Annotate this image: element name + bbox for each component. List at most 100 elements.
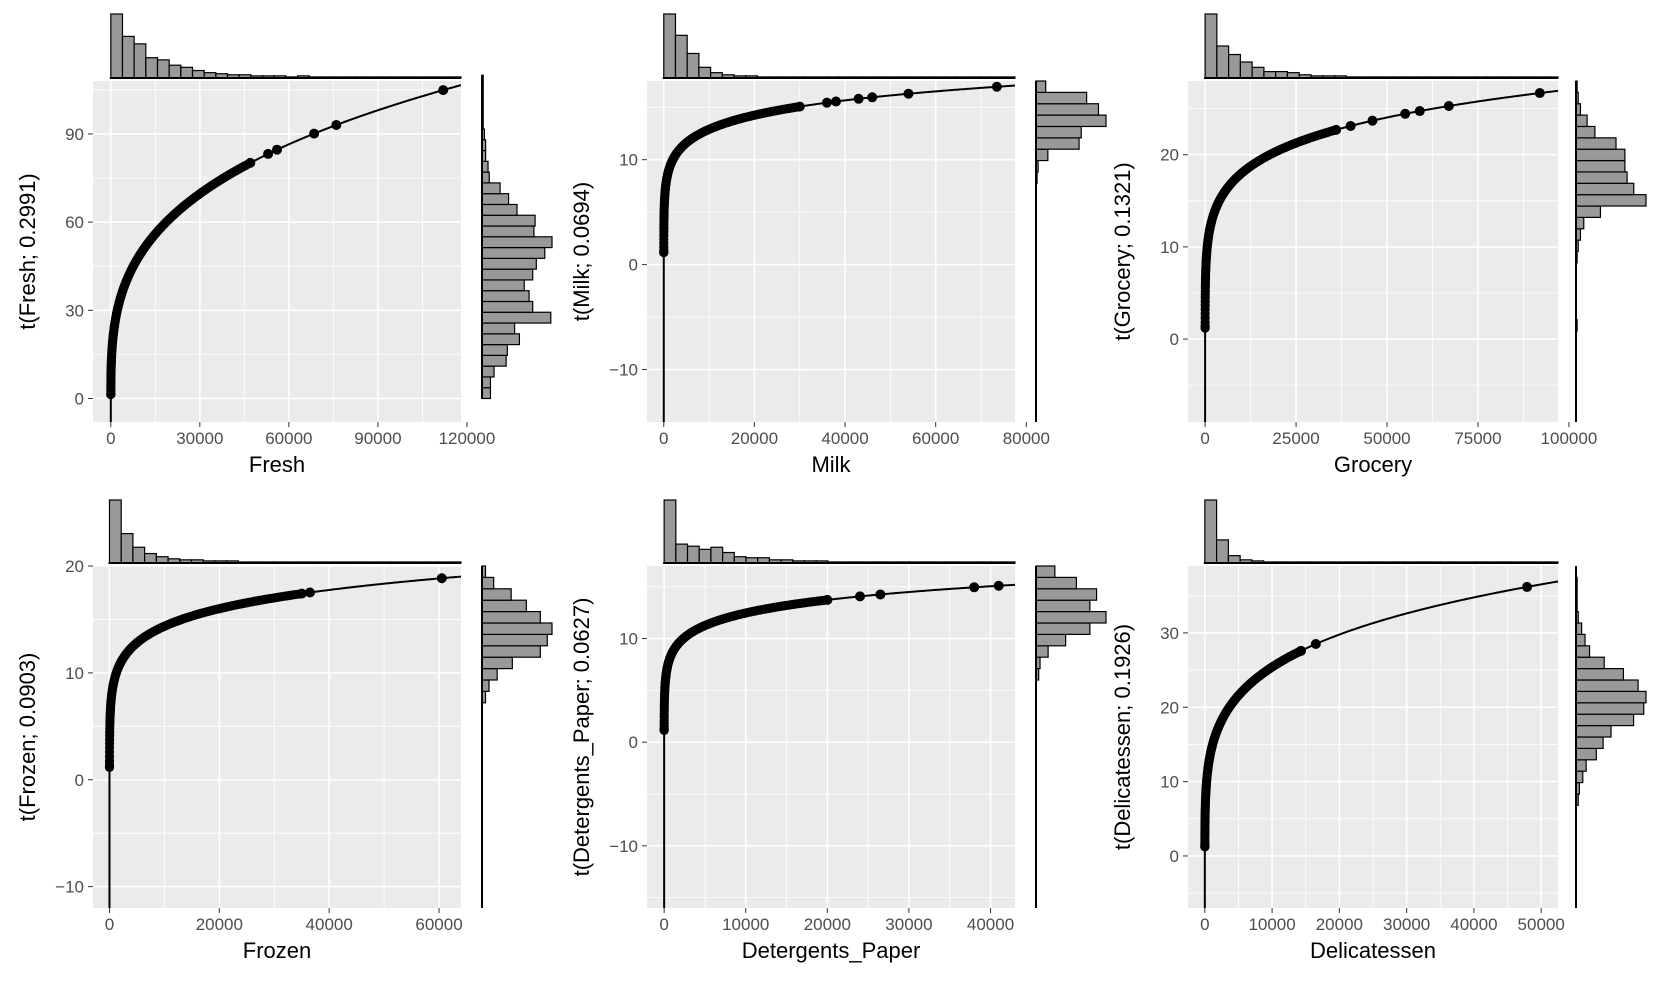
observation-points bbox=[659, 595, 832, 735]
y-histogram-bar bbox=[481, 257, 537, 270]
x-histogram-bar bbox=[1215, 539, 1229, 564]
y-histogram-bar bbox=[481, 354, 507, 367]
y-axis-label: t(Milk; 0.0694) bbox=[569, 182, 594, 321]
x-tick-label: 0 bbox=[106, 429, 115, 448]
y-histogram-bar bbox=[1035, 633, 1067, 647]
y-histogram-bar bbox=[481, 236, 553, 249]
x-histogram-bar bbox=[121, 35, 135, 79]
y-histogram-bar bbox=[1035, 599, 1091, 613]
x-histogram-bar bbox=[663, 499, 677, 564]
y-axis-label: t(Frozen; 0.0903) bbox=[15, 653, 40, 822]
y-histogram-bar bbox=[1575, 645, 1591, 658]
x-axis-label: Grocery bbox=[1334, 452, 1412, 477]
y-histogram-bar bbox=[1575, 182, 1635, 196]
y-histogram-bar bbox=[1575, 759, 1587, 772]
x-axis-label: Detergents_Paper bbox=[742, 938, 921, 963]
y-histogram-bar bbox=[1035, 103, 1100, 116]
y-histogram-bar bbox=[481, 599, 527, 613]
x-histogram-bar bbox=[145, 57, 159, 79]
plot-panel bbox=[1188, 81, 1558, 422]
x-tick-label: 20000 bbox=[731, 429, 778, 448]
y-histogram-bar bbox=[481, 622, 553, 635]
y-tick-label: −10 bbox=[609, 361, 638, 380]
y-tick-label: 20 bbox=[65, 557, 84, 576]
x-histogram-bar bbox=[1251, 66, 1265, 79]
x-histogram-bar bbox=[133, 43, 147, 79]
x-histogram-bar bbox=[180, 66, 194, 79]
chart-panel-milk: 0 20000 40000 60000 80000 −10 0 10 Milk t(Milk; 0… bbox=[569, 13, 1107, 477]
data-point bbox=[272, 144, 282, 155]
y-histogram-bar bbox=[481, 333, 521, 346]
x-axis-label: Frozen bbox=[243, 938, 311, 963]
y-tick-label: 0 bbox=[629, 256, 638, 275]
data-point bbox=[1345, 120, 1356, 131]
y-histogram-bar bbox=[1575, 633, 1586, 647]
x-histogram-bar bbox=[674, 34, 688, 79]
y-histogram-bar bbox=[1575, 736, 1604, 749]
y-tick-label: 10 bbox=[619, 630, 638, 649]
y-tick-label: 10 bbox=[1160, 773, 1179, 792]
y-tick-label: 10 bbox=[1160, 238, 1179, 257]
y-tick-label: 0 bbox=[75, 771, 84, 790]
x-tick-label: 10000 bbox=[1248, 915, 1295, 934]
x-tick-label: 0 bbox=[1200, 915, 1209, 934]
y-histogram-bar bbox=[481, 225, 535, 238]
y-axis-label: t(Delicatessen; 0.1926) bbox=[1110, 624, 1135, 850]
y-histogram-bar bbox=[1035, 114, 1107, 128]
y-histogram-bar bbox=[1575, 679, 1639, 692]
y-histogram-bar bbox=[481, 171, 490, 184]
y-histogram-bar bbox=[481, 203, 518, 216]
x-tick-label: 120000 bbox=[439, 429, 496, 448]
y-histogram-bar bbox=[481, 667, 498, 681]
y-histogram-bar bbox=[1035, 91, 1088, 105]
data-point bbox=[794, 101, 805, 112]
y-histogram-bar bbox=[1575, 702, 1645, 715]
x-histogram-bar bbox=[722, 551, 735, 564]
x-tick-label: 0 bbox=[659, 429, 668, 448]
y-histogram-bar bbox=[481, 300, 534, 313]
observation-points bbox=[104, 589, 307, 773]
y-histogram-bar bbox=[1575, 194, 1647, 207]
y-histogram-bar bbox=[481, 322, 516, 335]
x-tick-label: 20000 bbox=[1316, 915, 1363, 934]
data-point bbox=[1414, 106, 1425, 117]
x-tick-label: 30000 bbox=[885, 915, 932, 934]
y-histogram-bar bbox=[481, 290, 530, 303]
observation-points bbox=[659, 102, 805, 258]
y-histogram-bar bbox=[481, 633, 548, 647]
y-tick-label: 20 bbox=[1160, 698, 1179, 717]
y-tick-label: −10 bbox=[609, 837, 638, 856]
y-histogram-bar bbox=[1575, 216, 1585, 230]
y-histogram-bar bbox=[1035, 80, 1047, 93]
data-point bbox=[245, 157, 256, 168]
y-tick-label: 30 bbox=[65, 301, 84, 320]
data-point bbox=[296, 588, 307, 599]
y-histogram-bar bbox=[1575, 713, 1635, 727]
x-tick-label: 0 bbox=[105, 915, 114, 934]
data-point bbox=[821, 97, 832, 108]
x-tick-label: 25000 bbox=[1272, 429, 1319, 448]
x-tick-label: 60000 bbox=[912, 429, 959, 448]
y-histogram-bar bbox=[481, 387, 492, 400]
y-histogram-bar bbox=[481, 214, 536, 227]
data-point bbox=[830, 96, 841, 107]
y-histogram-bar bbox=[1575, 770, 1584, 784]
data-point bbox=[331, 119, 342, 130]
data-point bbox=[969, 582, 980, 593]
y-axis-label: t(Fresh; 0.2991) bbox=[15, 173, 40, 330]
y-histogram-bar bbox=[481, 588, 512, 601]
x-tick-label: 40000 bbox=[1450, 915, 1497, 934]
x-axis-label: Delicatessen bbox=[1310, 938, 1436, 963]
chart-panel-delicatessen: 0 10000 20000 30000 40000 50000 0 10 20 30 Delicat… bbox=[1110, 499, 1647, 963]
y-histogram-bar bbox=[1035, 576, 1077, 590]
y-tick-label: 10 bbox=[65, 664, 84, 683]
data-point bbox=[853, 93, 864, 104]
y-histogram-bar bbox=[481, 193, 510, 206]
y-histogram-bar bbox=[481, 645, 541, 658]
y-histogram-bar bbox=[481, 610, 541, 624]
x-tick-label: 0 bbox=[1200, 429, 1209, 448]
y-tick-label: 0 bbox=[1170, 330, 1179, 349]
x-histogram-bar bbox=[686, 52, 700, 79]
plot-panel bbox=[647, 81, 1015, 422]
y-histogram-bar bbox=[1575, 724, 1612, 738]
